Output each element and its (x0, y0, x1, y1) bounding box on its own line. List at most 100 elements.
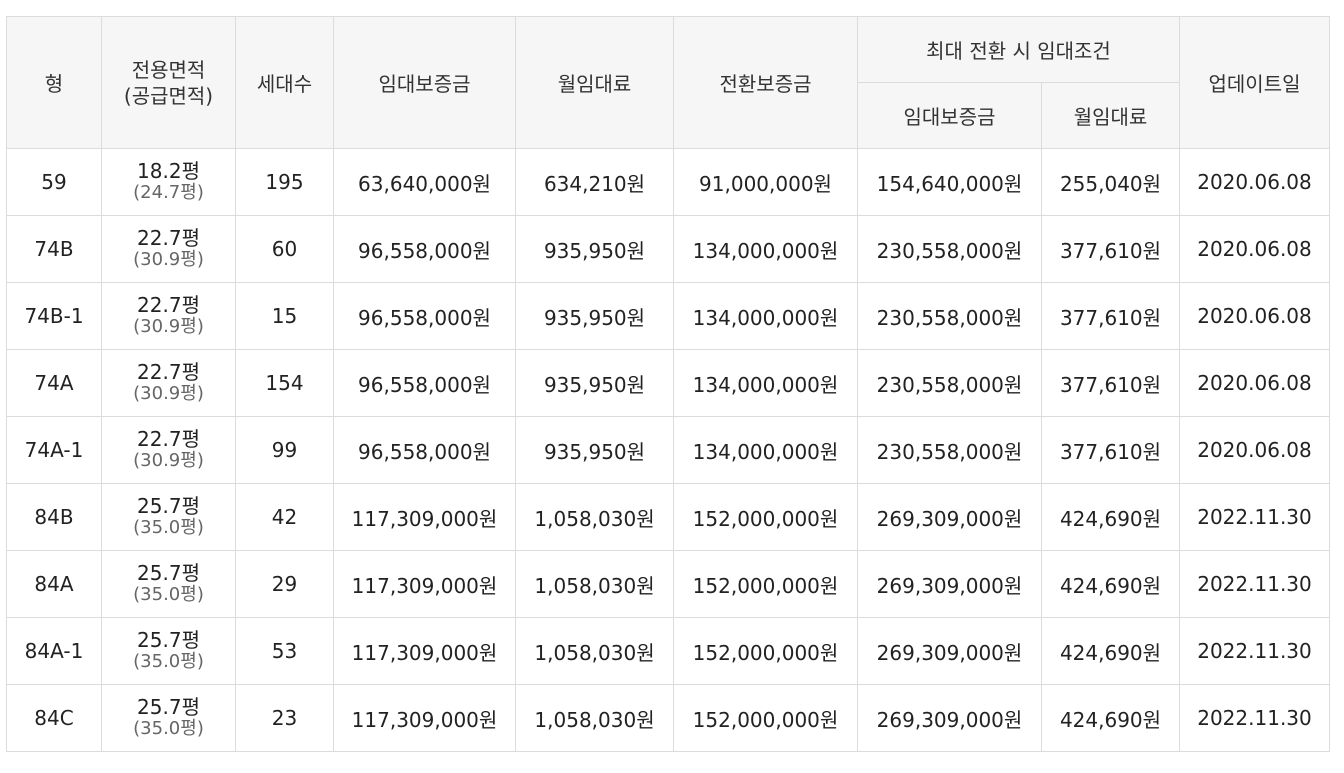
cell-area: 25.7평 (35.0평) (101, 684, 236, 752)
cell-max-deposit: 269,309,000원 (857, 483, 1042, 551)
cell-households: 42 (235, 483, 334, 551)
cell-max-monthly-rent: 424,690원 (1041, 550, 1180, 618)
cell-area: 22.7평 (30.9평) (101, 282, 236, 350)
cell-area-supply: (30.9평) (133, 450, 204, 471)
cell-area: 25.7평 (35.0평) (101, 483, 236, 551)
cell-type: 84C (6, 684, 102, 752)
cell-conversion-deposit: 134,000,000원 (673, 215, 858, 283)
cell-households: 60 (235, 215, 334, 283)
cell-households: 99 (235, 416, 334, 484)
cell-deposit: 96,558,000원 (333, 282, 516, 350)
cell-deposit: 117,309,000원 (333, 483, 516, 551)
cell-max-deposit: 230,558,000원 (857, 282, 1042, 350)
cell-max-monthly-rent: 424,690원 (1041, 483, 1180, 551)
header-updated: 업데이트일 (1179, 16, 1330, 149)
cell-updated: 2022.11.30 (1179, 684, 1330, 752)
table-row: 84A-1 25.7평 (35.0평) 53 117,309,000원 1,05… (6, 617, 1330, 685)
header-subrow: 임대보증금 월임대료 (7, 82, 1330, 149)
cell-area-exclusive: 25.7평 (137, 628, 200, 652)
cell-updated: 2020.06.08 (1179, 349, 1330, 417)
cell-monthly-rent: 1,058,030원 (515, 617, 674, 685)
cell-area-exclusive: 22.7평 (137, 226, 200, 250)
cell-area-supply: (35.0평) (133, 517, 204, 538)
cell-max-deposit: 230,558,000원 (857, 349, 1042, 417)
cell-max-monthly-rent: 377,610원 (1041, 215, 1180, 283)
cell-max-deposit: 230,558,000원 (857, 416, 1042, 484)
rental-conditions-table-wrapper: 형 전용면적 (공급면적) 세대수 임대보증금 월임대료 전환보증금 최대 전환… (6, 16, 1330, 752)
cell-updated: 2022.11.30 (1179, 550, 1330, 618)
cell-monthly-rent: 935,950원 (515, 282, 674, 350)
cell-max-deposit: 269,309,000원 (857, 617, 1042, 685)
cell-area-supply: (30.9평) (133, 316, 204, 337)
cell-households: 23 (235, 684, 334, 752)
cell-area: 22.7평 (30.9평) (101, 349, 236, 417)
cell-updated: 2022.11.30 (1179, 483, 1330, 551)
cell-area-exclusive: 25.7평 (137, 561, 200, 585)
cell-deposit: 117,309,000원 (333, 617, 516, 685)
cell-area-exclusive: 22.7평 (137, 360, 200, 384)
cell-type: 74A (6, 349, 102, 417)
table-row: 74A 22.7평 (30.9평) 154 96,558,000원 935,95… (6, 349, 1330, 417)
cell-updated: 2020.06.08 (1179, 148, 1330, 216)
cell-conversion-deposit: 152,000,000원 (673, 617, 858, 685)
cell-updated: 2020.06.08 (1179, 282, 1330, 350)
cell-monthly-rent: 935,950원 (515, 416, 674, 484)
cell-conversion-deposit: 134,000,000원 (673, 349, 858, 417)
cell-type: 84A-1 (6, 617, 102, 685)
table-row: 84B 25.7평 (35.0평) 42 117,309,000원 1,058,… (6, 483, 1330, 551)
table-header: 형 전용면적 (공급면적) 세대수 임대보증금 월임대료 전환보증금 최대 전환… (6, 16, 1330, 149)
cell-max-deposit: 269,309,000원 (857, 684, 1042, 752)
table-row: 84C 25.7평 (35.0평) 23 117,309,000원 1,058,… (6, 684, 1330, 752)
cell-deposit: 117,309,000원 (333, 550, 516, 618)
cell-area-supply: (35.0평) (133, 584, 204, 605)
cell-deposit: 96,558,000원 (333, 416, 516, 484)
cell-deposit: 63,640,000원 (333, 148, 516, 216)
cell-monthly-rent: 634,210원 (515, 148, 674, 216)
header-monthly-rent: 월임대료 (515, 16, 674, 149)
cell-area: 25.7평 (35.0평) (101, 550, 236, 618)
cell-area-exclusive: 22.7평 (137, 427, 200, 451)
header-max-monthly-rent: 월임대료 (1041, 82, 1180, 149)
cell-conversion-deposit: 152,000,000원 (673, 684, 858, 752)
cell-area-supply: (24.7평) (133, 182, 204, 203)
cell-households: 15 (235, 282, 334, 350)
cell-conversion-deposit: 91,000,000원 (673, 148, 858, 216)
table-row: 84A 25.7평 (35.0평) 29 117,309,000원 1,058,… (6, 550, 1330, 618)
cell-area-supply: (30.9평) (133, 383, 204, 404)
cell-area: 22.7평 (30.9평) (101, 416, 236, 484)
header-households: 세대수 (235, 16, 334, 149)
cell-max-monthly-rent: 377,610원 (1041, 349, 1180, 417)
cell-households: 154 (235, 349, 334, 417)
header-max-conversion-group: 최대 전환 시 임대조건 (857, 16, 1180, 83)
cell-deposit: 117,309,000원 (333, 684, 516, 752)
cell-type: 74A-1 (6, 416, 102, 484)
cell-max-monthly-rent: 424,690원 (1041, 684, 1180, 752)
header-row: 형 전용면적 (공급면적) 세대수 임대보증금 월임대료 전환보증금 최대 전환… (6, 16, 1330, 149)
table-row: 74B 22.7평 (30.9평) 60 96,558,000원 935,950… (6, 215, 1330, 283)
cell-monthly-rent: 935,950원 (515, 215, 674, 283)
cell-max-deposit: 269,309,000원 (857, 550, 1042, 618)
cell-max-monthly-rent: 255,040원 (1041, 148, 1180, 216)
header-area-line2: (공급면적) (123, 83, 214, 108)
cell-monthly-rent: 1,058,030원 (515, 483, 674, 551)
header-deposit: 임대보증금 (333, 16, 516, 149)
cell-monthly-rent: 1,058,030원 (515, 684, 674, 752)
cell-area-exclusive: 25.7평 (137, 494, 200, 518)
cell-max-monthly-rent: 424,690원 (1041, 617, 1180, 685)
cell-updated: 2022.11.30 (1179, 617, 1330, 685)
cell-max-deposit: 154,640,000원 (857, 148, 1042, 216)
cell-conversion-deposit: 134,000,000원 (673, 282, 858, 350)
table-row: 74B-1 22.7평 (30.9평) 15 96,558,000원 935,9… (6, 282, 1330, 350)
cell-households: 29 (235, 550, 334, 618)
cell-conversion-deposit: 134,000,000원 (673, 416, 858, 484)
cell-area-exclusive: 25.7평 (137, 695, 200, 719)
cell-monthly-rent: 935,950원 (515, 349, 674, 417)
cell-deposit: 96,558,000원 (333, 215, 516, 283)
cell-max-monthly-rent: 377,610원 (1041, 282, 1180, 350)
cell-households: 195 (235, 148, 334, 216)
cell-area: 25.7평 (35.0평) (101, 617, 236, 685)
header-max-deposit: 임대보증금 (857, 82, 1042, 149)
cell-area: 22.7평 (30.9평) (101, 215, 236, 283)
cell-max-monthly-rent: 377,610원 (1041, 416, 1180, 484)
cell-type: 74B (6, 215, 102, 283)
